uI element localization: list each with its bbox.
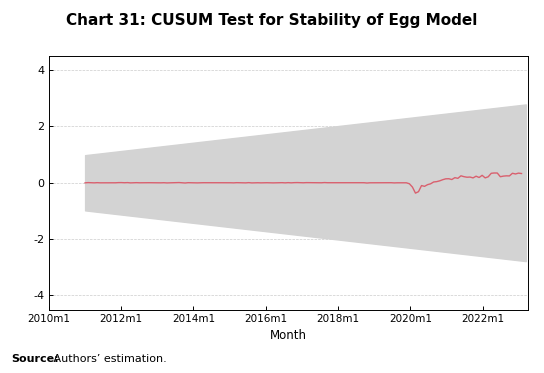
X-axis label: Month: Month (270, 329, 307, 342)
Text: Authors’ estimation.: Authors’ estimation. (50, 354, 167, 364)
Text: Chart 31: CUSUM Test for Stability of Egg Model: Chart 31: CUSUM Test for Stability of Eg… (66, 13, 478, 28)
Text: Source:: Source: (11, 354, 59, 364)
